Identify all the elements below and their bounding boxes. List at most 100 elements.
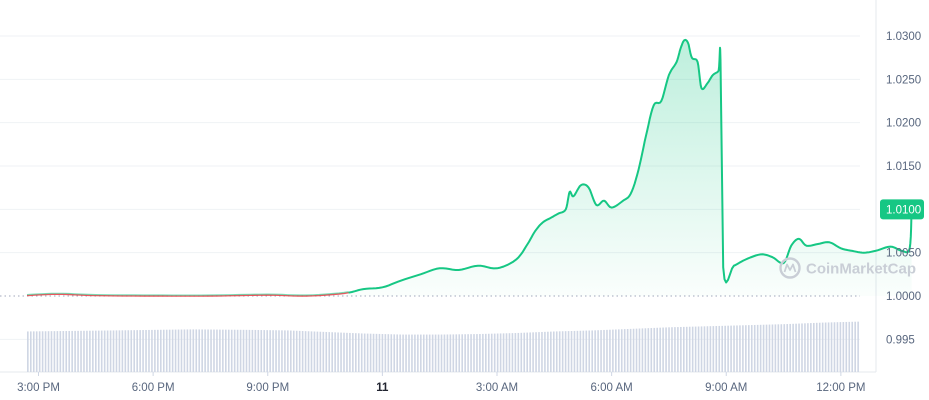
volume-bar xyxy=(174,329,177,372)
volume-bar xyxy=(745,325,747,372)
volume-bar xyxy=(804,323,806,372)
volume-bar xyxy=(458,334,461,372)
volume-bar xyxy=(555,331,558,372)
volume-bar xyxy=(617,329,620,372)
volume-bar xyxy=(490,333,493,372)
volume-bar xyxy=(535,332,537,372)
volume-bar xyxy=(653,327,656,372)
volume-bar xyxy=(487,333,490,372)
volume-bar xyxy=(27,331,29,372)
volume-bar xyxy=(709,326,712,372)
volume-bar xyxy=(168,329,171,372)
volume-bar xyxy=(310,331,313,372)
volume-bar xyxy=(263,330,266,372)
volume-bar xyxy=(629,328,632,372)
volume-bar xyxy=(742,325,744,372)
volume-bar xyxy=(609,329,611,372)
volume-bar xyxy=(346,332,348,372)
volume-bar xyxy=(680,326,682,372)
volume-bar xyxy=(225,329,227,372)
volume-bar xyxy=(538,332,540,372)
volume-bar xyxy=(526,332,528,372)
volume-bar xyxy=(38,331,41,372)
volume-bar xyxy=(86,330,88,372)
volume-bar xyxy=(165,329,168,372)
volume-bar xyxy=(650,328,653,372)
volume-bar xyxy=(502,333,505,372)
volume-bar xyxy=(682,326,685,372)
volume-bar xyxy=(499,333,502,372)
y-tick-label: 0.995 xyxy=(886,334,915,346)
volume-bar xyxy=(254,329,257,372)
volume-bar xyxy=(301,331,304,372)
volume-bar xyxy=(266,330,268,372)
volume-bar xyxy=(842,322,845,372)
volume-bar xyxy=(753,324,756,372)
volume-bar xyxy=(417,334,419,372)
volume-bar xyxy=(756,324,759,372)
volume-bar xyxy=(807,323,809,372)
volume-bar xyxy=(201,329,203,372)
volume-bar xyxy=(233,329,236,372)
volume-bar xyxy=(523,332,526,372)
volume-bar xyxy=(691,326,694,372)
volume-bar xyxy=(529,332,531,372)
volume-bar xyxy=(615,329,617,372)
volume-bar xyxy=(50,331,53,372)
volume-bar xyxy=(668,327,670,372)
volume-bar xyxy=(659,327,661,372)
volume-bar xyxy=(836,322,839,372)
volume-bar xyxy=(550,331,552,372)
volume-bar xyxy=(236,329,239,372)
volume-bar xyxy=(216,329,218,372)
y-tick-label: 1.0250 xyxy=(886,74,921,86)
volume-bar xyxy=(485,333,487,372)
volume-bar xyxy=(422,334,425,372)
y-tick-label: 1.0300 xyxy=(886,31,921,43)
volume-bar xyxy=(798,323,800,372)
volume-bar xyxy=(647,328,650,372)
volume-bar xyxy=(402,334,404,372)
volume-bar xyxy=(162,329,165,372)
volume-bar xyxy=(180,329,183,372)
price-line-flat xyxy=(26,292,349,297)
volume-bar xyxy=(514,333,517,372)
volume-bar xyxy=(733,325,735,372)
volume-bar xyxy=(579,330,582,372)
volume-bar xyxy=(750,325,753,372)
volume-bar xyxy=(597,330,599,372)
volume-bar xyxy=(815,322,818,372)
volume-bar xyxy=(795,323,797,372)
volume-bar xyxy=(827,322,830,372)
volume-bar xyxy=(801,323,803,372)
volume-bar xyxy=(552,331,555,372)
volume-bar xyxy=(281,330,283,372)
volume-bar xyxy=(656,327,659,372)
volume-bar xyxy=(115,330,118,372)
volume-bar xyxy=(195,329,198,372)
volume-bar xyxy=(588,330,591,372)
volume-bar xyxy=(786,324,789,372)
volume-bar xyxy=(207,329,209,372)
volume-bar xyxy=(833,322,836,372)
volume-bar xyxy=(443,334,446,372)
volume-bar xyxy=(544,331,546,372)
volume-bar xyxy=(730,325,732,372)
volume-bar xyxy=(136,330,138,372)
volume-bar xyxy=(103,330,106,372)
volume-bar xyxy=(295,330,298,372)
volume-bar xyxy=(198,329,201,372)
volume-bar xyxy=(242,329,245,372)
volume-bar xyxy=(600,330,602,372)
volume-bar xyxy=(186,329,189,372)
volume-bar xyxy=(706,326,709,372)
volume-bar xyxy=(177,329,180,372)
volume-bar xyxy=(721,325,724,372)
volume-bar xyxy=(505,333,508,372)
volume-bar xyxy=(189,329,192,372)
volume-bar xyxy=(337,332,339,372)
volume-bar xyxy=(446,334,449,372)
volume-bar xyxy=(89,330,91,372)
volume-bar xyxy=(316,331,319,372)
volume-bar xyxy=(328,332,331,372)
